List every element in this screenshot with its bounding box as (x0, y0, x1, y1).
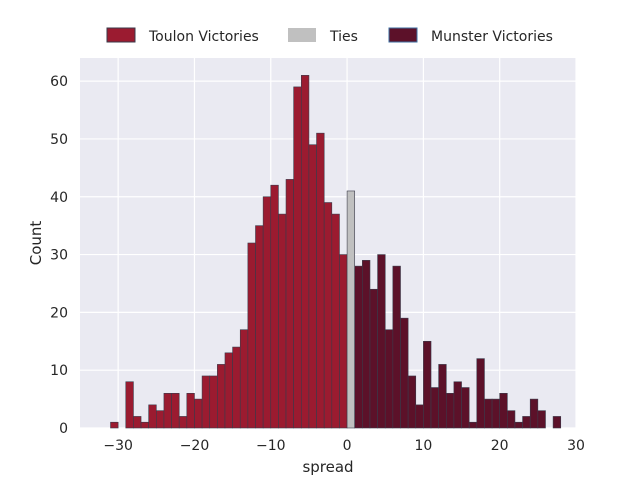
legend-label-ties: Ties (329, 29, 358, 45)
x-tick-label: 0 (343, 438, 352, 454)
bar-toulon-victories (262, 196, 272, 429)
legend-label-toulon-victories: Toulon Victories (148, 29, 259, 45)
bar-toulon-victories (339, 254, 348, 429)
bar-munster-victories (392, 265, 401, 429)
x-tick-label: 20 (491, 438, 509, 454)
bar-toulon-victories (186, 393, 195, 429)
bar-toulon-victories (285, 179, 294, 429)
bar-toulon-victories (201, 375, 211, 429)
legend: Toulon Victories Ties Munster Victories (106, 27, 553, 45)
bar-toulon-victories (278, 213, 287, 429)
bar-toulon-victories (300, 75, 310, 429)
y-tick-label: 20 (50, 305, 68, 321)
bar-toulon-victories (232, 346, 241, 429)
bar-toulon-victories (163, 393, 172, 429)
y-tick-label: 50 (50, 132, 68, 148)
bars (110, 75, 562, 429)
bar-munster-victories (507, 410, 516, 429)
bar-munster-victories (522, 416, 531, 429)
y-tick-label: 60 (50, 74, 68, 90)
y-axis-label: Count (27, 221, 45, 266)
x-tick-label: −30 (103, 438, 133, 454)
bar-munster-victories (537, 410, 546, 429)
y-tick-label: 30 (50, 248, 68, 264)
bar-munster-victories (468, 421, 478, 429)
bar-munster-victories (438, 364, 447, 429)
y-axis-ticks: 0 10 20 30 40 50 60 (50, 74, 68, 437)
bar-toulon-victories (125, 381, 134, 429)
bar-munster-victories (407, 375, 417, 429)
bar-toulon-victories (331, 213, 340, 429)
legend-label-munster-victories: Munster Victories (431, 29, 553, 45)
legend-swatch-munster-victories (388, 27, 418, 43)
bar-munster-victories (514, 421, 523, 429)
bar-munster-victories (461, 387, 470, 429)
bar-munster-victories (430, 387, 439, 429)
bar-toulon-victories (308, 144, 317, 429)
bar-munster-victories (453, 381, 462, 429)
bar-munster-victories (369, 288, 378, 429)
bar-munster-victories (423, 340, 432, 429)
bar-toulon-victories (140, 421, 149, 429)
bar-toulon-victories (110, 421, 119, 429)
bar-toulon-victories (171, 393, 180, 429)
bar-toulon-victories (217, 364, 226, 429)
bar-munster-victories (491, 398, 500, 429)
x-tick-label: −20 (180, 438, 210, 454)
bar-munster-victories (476, 358, 485, 429)
bar-ties (346, 190, 356, 429)
bar-toulon-victories (148, 404, 157, 429)
bar-munster-victories (384, 329, 394, 429)
x-axis-ticks: −30 −20 −10 0 10 20 30 (103, 438, 585, 454)
bar-toulon-victories (316, 132, 325, 429)
bar-munster-victories (377, 254, 386, 429)
bar-munster-victories (552, 416, 562, 429)
bar-toulon-victories (270, 184, 279, 429)
bar-toulon-victories (323, 202, 333, 429)
x-tick-label: 30 (567, 438, 585, 454)
legend-swatch-ties (288, 28, 316, 42)
bar-toulon-victories (293, 86, 302, 429)
bar-toulon-victories (247, 242, 256, 429)
y-tick-label: 40 (50, 190, 68, 206)
y-tick-label: 0 (59, 421, 68, 437)
bar-toulon-victories (133, 416, 142, 429)
bar-toulon-victories (239, 329, 249, 429)
bar-munster-victories (400, 317, 409, 429)
y-tick-label: 10 (50, 363, 68, 379)
bar-toulon-victories (255, 225, 264, 429)
bar-munster-victories (499, 393, 508, 429)
x-tick-label: −10 (256, 438, 286, 454)
bar-munster-victories (484, 398, 493, 429)
bar-toulon-victories (178, 416, 188, 429)
bar-munster-victories (362, 260, 371, 429)
bar-munster-victories (415, 404, 424, 429)
bar-toulon-victories (209, 375, 218, 429)
x-tick-label: 10 (414, 438, 432, 454)
x-axis-label: spread (302, 458, 353, 476)
bar-munster-victories (529, 398, 539, 429)
legend-swatch-toulon-victories (106, 27, 136, 43)
bar-toulon-victories (194, 398, 203, 429)
bar-munster-victories (445, 393, 455, 429)
bar-toulon-victories (224, 352, 233, 429)
bar-munster-victories (354, 265, 363, 429)
bar-toulon-victories (156, 410, 165, 429)
